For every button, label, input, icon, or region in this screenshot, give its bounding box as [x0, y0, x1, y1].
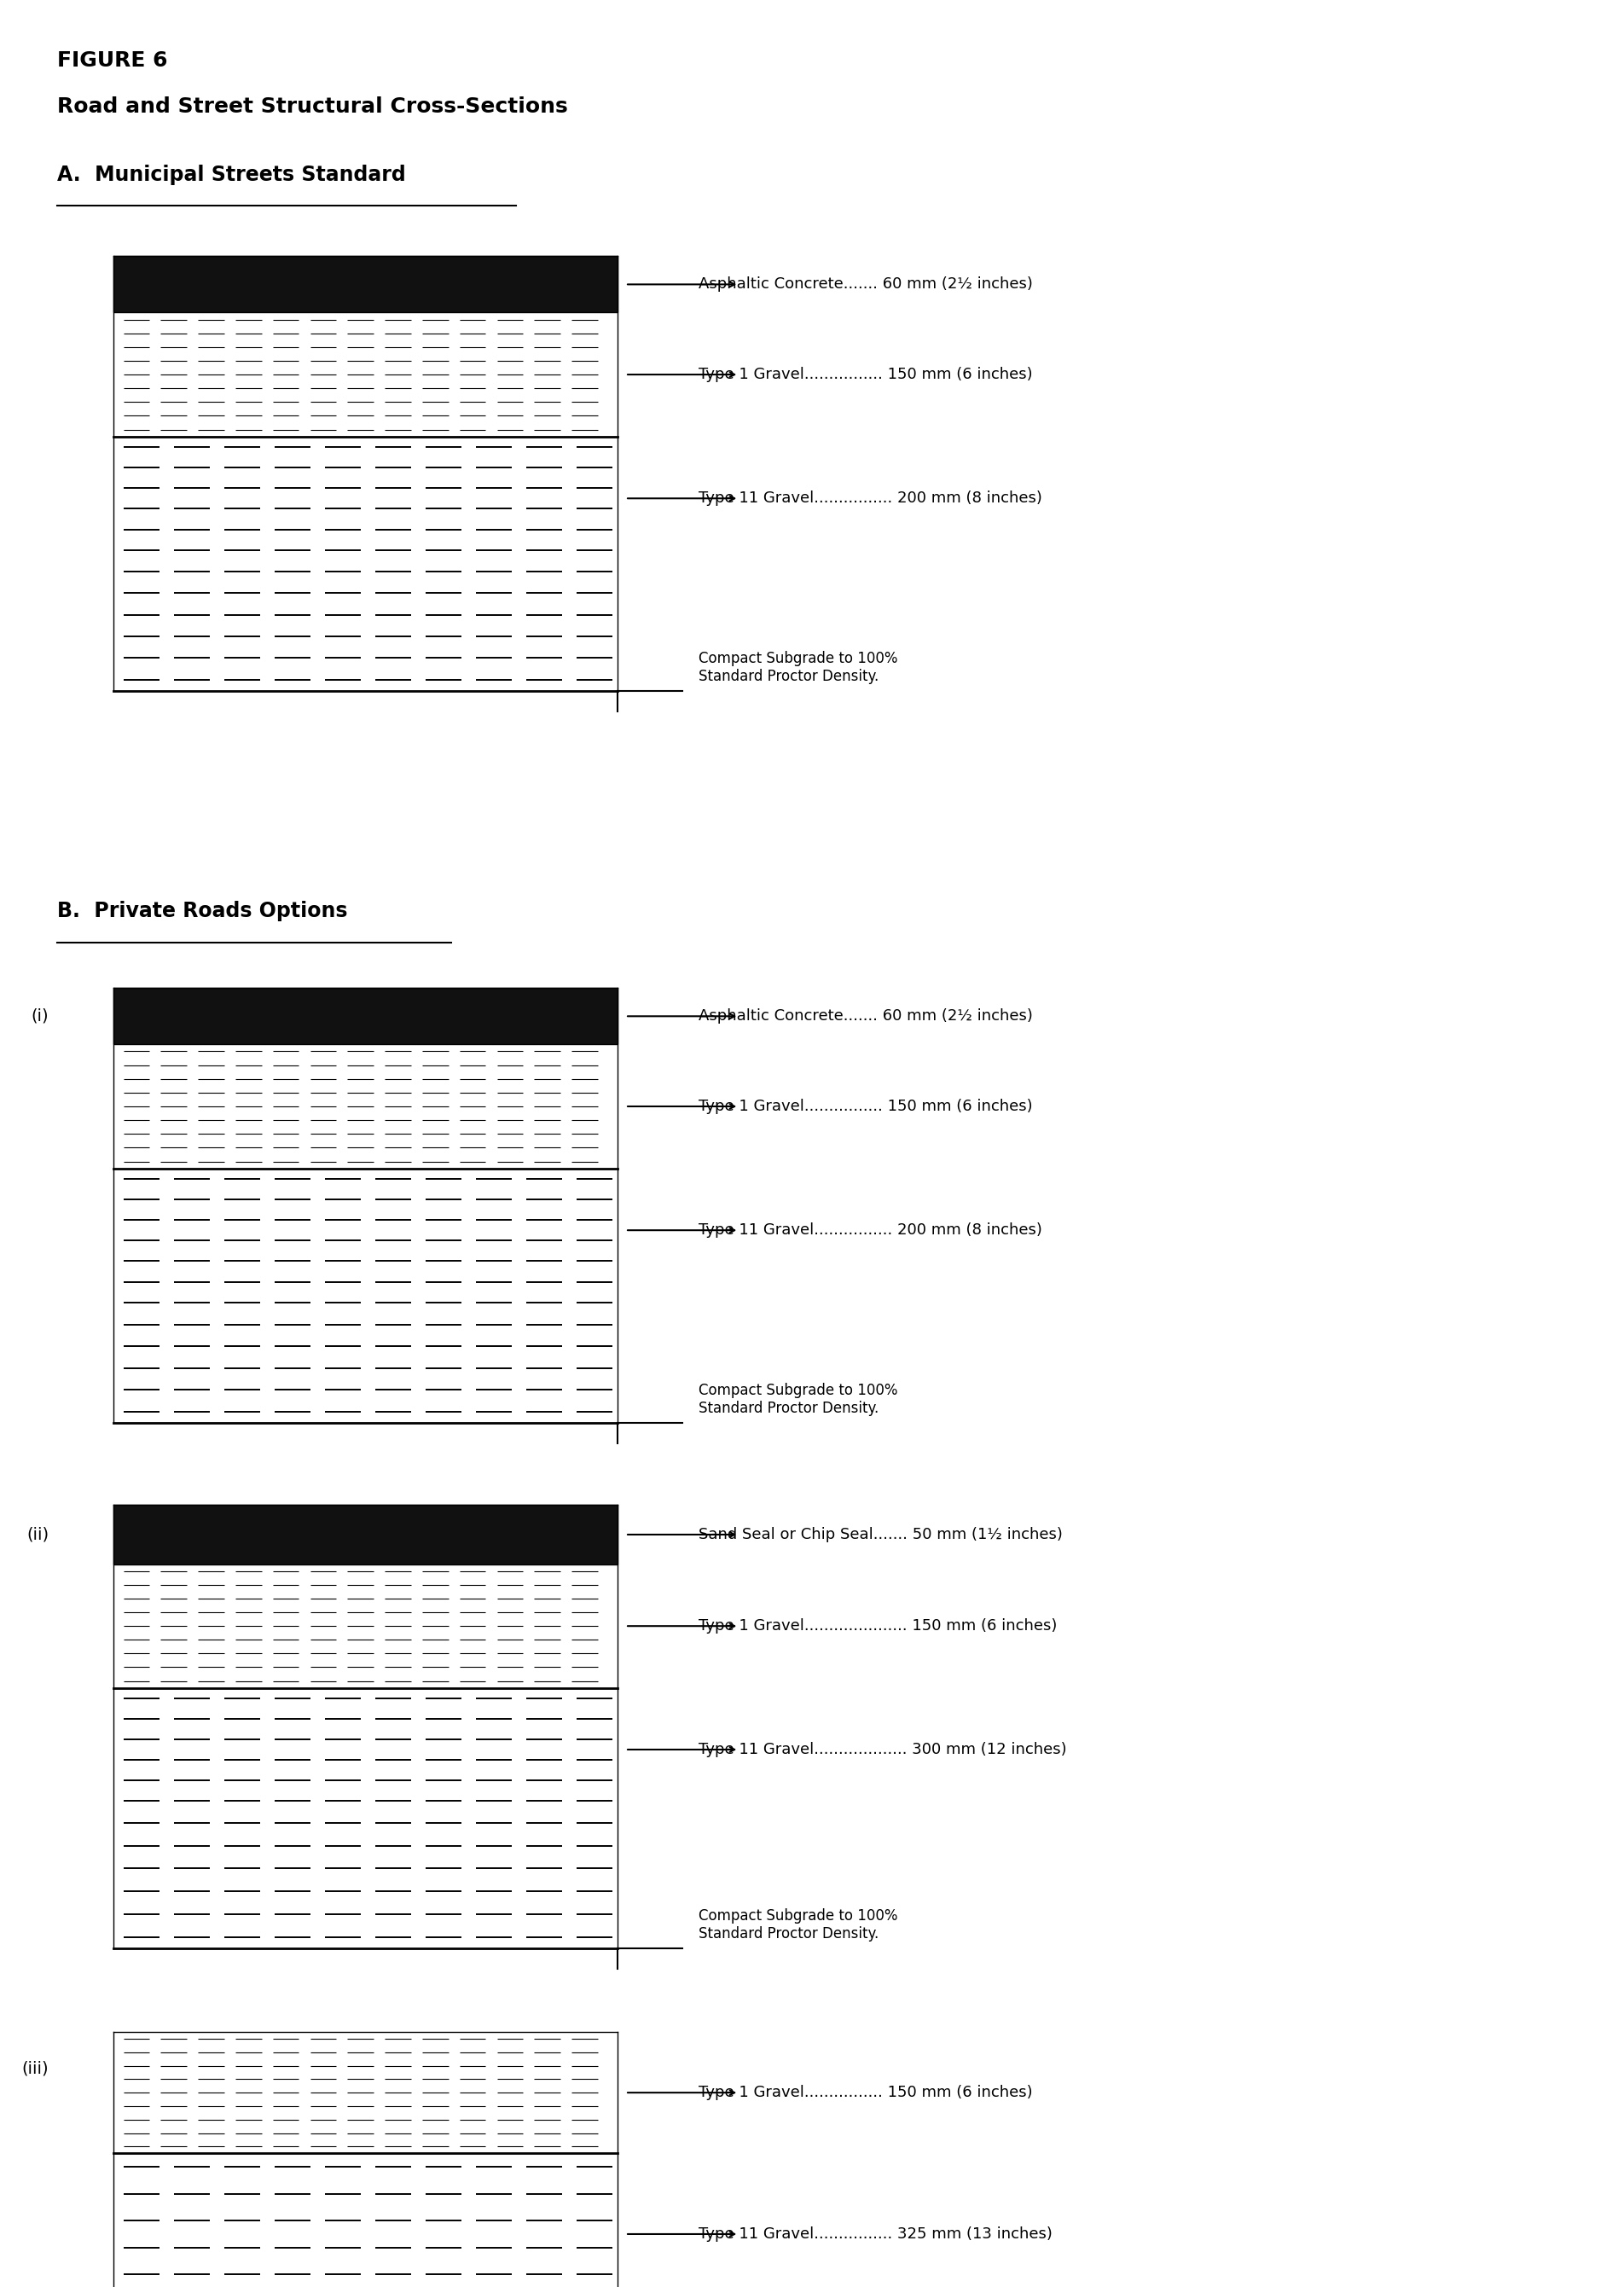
Text: (ii): (ii): [26, 1525, 49, 1544]
Text: B.  Private Roads Options: B. Private Roads Options: [57, 901, 348, 922]
Text: Type 1 Gravel................ 150 mm (6 inches): Type 1 Gravel................ 150 mm (6 …: [698, 1098, 1033, 1114]
Text: (i): (i): [31, 1009, 49, 1025]
Text: Type 11 Gravel................ 200 mm (8 inches): Type 11 Gravel................ 200 mm (8…: [698, 1224, 1043, 1237]
Text: A.  Municipal Streets Standard: A. Municipal Streets Standard: [57, 165, 406, 185]
Text: Type 1 Gravel................ 150 mm (6 inches): Type 1 Gravel................ 150 mm (6 …: [698, 366, 1033, 382]
Text: Compact Subgrade to 100%
Standard Proctor Density.: Compact Subgrade to 100% Standard Procto…: [698, 652, 898, 684]
Bar: [114, 1505, 617, 1564]
Text: Road and Street Structural Cross-Sections: Road and Street Structural Cross-Section…: [57, 96, 567, 117]
Text: Type 1 Gravel................ 150 mm (6 inches): Type 1 Gravel................ 150 mm (6 …: [698, 2086, 1033, 2099]
Text: Compact Subgrade to 100%
Standard Proctor Density.: Compact Subgrade to 100% Standard Procto…: [698, 1910, 898, 1942]
Text: Type 1 Gravel..................... 150 mm (6 inches): Type 1 Gravel..................... 150 m…: [698, 1619, 1057, 1633]
Text: Type 11 Gravel................ 325 mm (13 inches): Type 11 Gravel................ 325 mm (1…: [698, 2228, 1052, 2241]
Text: (iii): (iii): [21, 2061, 49, 2077]
Text: Sand Seal or Chip Seal....... 50 mm (1½ inches): Sand Seal or Chip Seal....... 50 mm (1½ …: [698, 1528, 1062, 1541]
Text: Type 11 Gravel................... 300 mm (12 inches): Type 11 Gravel................... 300 mm…: [698, 1743, 1067, 1756]
Text: Asphaltic Concrete....... 60 mm (2½ inches): Asphaltic Concrete....... 60 mm (2½ inch…: [698, 1009, 1033, 1025]
Text: FIGURE 6: FIGURE 6: [57, 50, 167, 71]
Bar: [114, 256, 617, 313]
Text: Asphaltic Concrete....... 60 mm (2½ inches): Asphaltic Concrete....... 60 mm (2½ inch…: [698, 277, 1033, 293]
Text: Compact Subgrade to 100%
Standard Proctor Density.: Compact Subgrade to 100% Standard Procto…: [698, 1384, 898, 1416]
Bar: [114, 988, 617, 1045]
Text: Type 11 Gravel................ 200 mm (8 inches): Type 11 Gravel................ 200 mm (8…: [698, 492, 1043, 505]
